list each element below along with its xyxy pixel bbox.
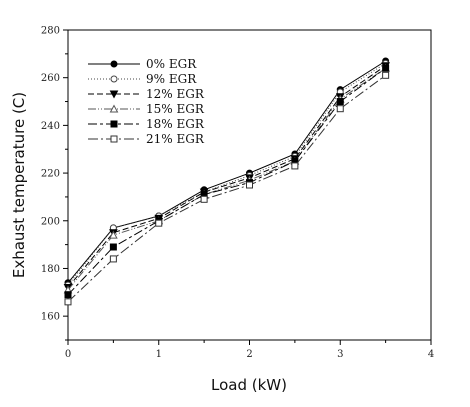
y-tick-label: 160 bbox=[41, 312, 60, 323]
legend-label: 21% EGR bbox=[146, 132, 205, 146]
legend-item: 0% EGR bbox=[88, 57, 197, 71]
legend-item: 12% EGR bbox=[88, 87, 205, 101]
legend-item: 18% EGR bbox=[88, 117, 205, 131]
y-axis-label: Exhaust temperature (C) bbox=[10, 92, 28, 278]
data-point bbox=[64, 291, 72, 299]
x-axis: 0 1 2 3 4 bbox=[65, 340, 434, 360]
data-point bbox=[109, 230, 118, 239]
legend-marker bbox=[109, 104, 119, 113]
x-tick-label: 1 bbox=[156, 349, 162, 360]
data-point bbox=[336, 105, 344, 113]
legend-label: 12% EGR bbox=[146, 87, 205, 101]
legend-marker bbox=[110, 120, 118, 128]
series-line bbox=[67, 60, 386, 284]
y-tick-label: 180 bbox=[41, 264, 60, 275]
y-tick-label: 260 bbox=[41, 73, 60, 84]
legend-marker bbox=[109, 90, 119, 99]
series-line bbox=[67, 67, 386, 291]
legend-item: 9% EGR bbox=[88, 72, 197, 86]
legend-item: 15% EGR bbox=[88, 102, 205, 116]
series-line bbox=[67, 67, 386, 296]
data-point bbox=[109, 255, 117, 263]
y-axis: 160 180 200 220 240 260 280 bbox=[41, 26, 68, 341]
series-21-egr bbox=[64, 71, 390, 306]
legend-marker bbox=[110, 60, 118, 68]
legend-label: 18% EGR bbox=[146, 117, 205, 131]
legend-label: 9% EGR bbox=[146, 72, 197, 86]
legend-item: 21% EGR bbox=[88, 132, 205, 146]
series-line bbox=[67, 74, 386, 303]
data-point bbox=[291, 162, 299, 170]
y-tick-label: 200 bbox=[41, 216, 60, 227]
series-layer bbox=[63, 57, 390, 306]
data-point bbox=[382, 64, 390, 72]
y-tick-label: 220 bbox=[41, 169, 60, 180]
series-line bbox=[67, 62, 386, 286]
data-point bbox=[109, 243, 117, 251]
x-tick-label: 4 bbox=[428, 349, 434, 360]
x-tick-label: 3 bbox=[337, 349, 343, 360]
x-tick-label: 2 bbox=[246, 349, 252, 360]
legend-marker bbox=[110, 75, 118, 83]
data-point bbox=[200, 195, 208, 203]
data-point bbox=[155, 219, 163, 227]
series-line bbox=[67, 65, 386, 288]
legend-label: 0% EGR bbox=[146, 57, 197, 71]
y-tick-label: 280 bbox=[41, 26, 60, 37]
data-point bbox=[64, 298, 72, 306]
x-tick-label: 0 bbox=[65, 349, 71, 360]
data-point bbox=[336, 98, 344, 106]
x-axis-label: Load (kW) bbox=[211, 376, 287, 394]
data-point bbox=[382, 71, 390, 79]
legend-label: 15% EGR bbox=[146, 102, 205, 116]
legend-marker bbox=[110, 135, 118, 143]
data-point bbox=[246, 181, 253, 189]
y-tick-label: 240 bbox=[41, 121, 60, 132]
